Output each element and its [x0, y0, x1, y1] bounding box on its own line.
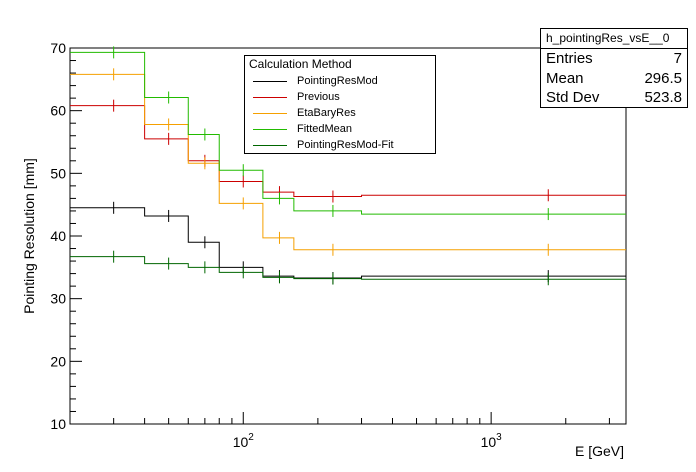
legend-entry: PointingResMod-Fit [245, 137, 435, 153]
stats-box: h_pointingRes_vsE__0 Entries 7 Mean 296.… [540, 28, 688, 108]
stats-row-entries: Entries 7 [541, 49, 687, 69]
series-line [70, 207, 626, 279]
y-tick-label: 10 [50, 416, 66, 432]
stats-row-stddev: Std Dev 523.8 [541, 88, 687, 108]
series-line [70, 105, 626, 198]
series-layer [70, 46, 626, 286]
series-line [70, 73, 626, 251]
legend-label: Previous [297, 91, 340, 103]
stats-row-mean: Mean 296.5 [541, 69, 687, 89]
series-etabaryres [70, 68, 626, 256]
y-axis-label: Pointing Resolution [mm] [21, 158, 37, 314]
stats-label: Mean [546, 69, 584, 87]
series-previous [70, 99, 626, 203]
x-tick-label: 103 [481, 432, 503, 450]
y-tick-label: 20 [50, 353, 66, 369]
stats-label: Entries [546, 50, 593, 67]
stats-label: Std Dev [546, 89, 600, 106]
y-tick-label: 30 [50, 291, 66, 307]
series-pointingresmod-fit [70, 250, 626, 286]
stats-value: 523.8 [644, 89, 682, 106]
y-tick-label: 50 [50, 165, 66, 181]
legend-swatch [253, 129, 287, 130]
legend-entry: FittedMean [245, 121, 435, 137]
stats-value: 7 [673, 50, 682, 67]
y-tick-label: 70 [50, 40, 66, 56]
legend: Calculation Method PointingResMod Previo… [244, 55, 436, 154]
y-tick-label: 60 [50, 103, 66, 119]
stats-title: h_pointingRes_vsE__0 [541, 29, 687, 49]
x-axis-label: E [GeV] [575, 443, 624, 459]
legend-swatch [253, 113, 287, 114]
legend-entry: Previous [245, 89, 435, 105]
series-line [70, 256, 626, 280]
legend-swatch [253, 81, 287, 82]
legend-label: PointingResMod-Fit [297, 139, 394, 151]
legend-label: FittedMean [297, 123, 353, 135]
legend-title: Calculation Method [249, 57, 352, 71]
x-axis-ticks: 102 103 [69, 412, 610, 450]
legend-swatch [253, 97, 287, 98]
y-axis-ticks: 10 20 30 40 50 60 70 [50, 40, 82, 432]
legend-swatch [253, 145, 287, 146]
legend-entry: EtaBaryRes [245, 105, 435, 121]
series-fittedmean [70, 46, 626, 221]
legend-entry: PointingResMod [245, 73, 435, 89]
y-tick-label: 40 [50, 228, 66, 244]
x-tick-label: 102 [233, 432, 255, 450]
series-line [70, 51, 626, 215]
legend-label: EtaBaryRes [297, 107, 356, 119]
legend-label: PointingResMod [297, 75, 378, 87]
stats-value: 296.5 [644, 69, 682, 87]
